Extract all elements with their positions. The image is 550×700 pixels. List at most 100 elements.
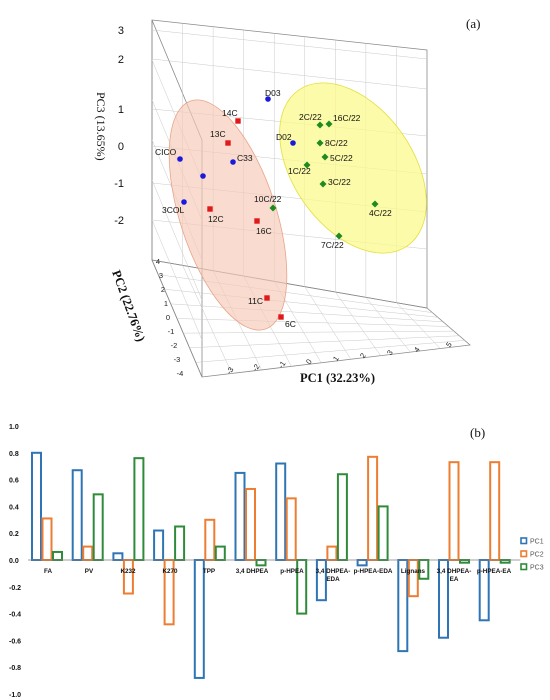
- point-label: 6C: [285, 319, 296, 329]
- bar: [448, 461, 460, 561]
- bar: [204, 518, 216, 561]
- point-label: 7C/22: [321, 240, 344, 250]
- bar: [133, 457, 145, 561]
- scatter-point: [278, 314, 284, 320]
- legend-swatch: [520, 537, 528, 545]
- gridline: [195, 340, 465, 363]
- x-axis-label: PC1 (32.23%): [300, 371, 375, 385]
- bar: [193, 559, 205, 679]
- scatter-point: [254, 218, 260, 224]
- y-tick-label: -1.0: [9, 692, 21, 699]
- bar: [336, 473, 348, 561]
- panel-tag-b: (b): [470, 425, 485, 440]
- y-axis-ticks: 4 3 2 1 0 -1 -2 -3 -4: [156, 257, 183, 378]
- y-tick: -4: [177, 369, 184, 378]
- ellipse-red-group: [168, 99, 288, 331]
- bar: [245, 487, 256, 562]
- y-tick: 4: [156, 257, 160, 266]
- point-label: D03: [265, 88, 281, 98]
- bar: [234, 471, 246, 561]
- category-label: 3,4 DHPEA: [236, 568, 269, 575]
- gridline: [151, 29, 428, 60]
- z-tick: -1: [114, 178, 124, 190]
- legend-swatch: [520, 550, 528, 558]
- point-label: 4C/22: [369, 208, 392, 218]
- category-label: K270: [162, 568, 178, 575]
- bar: [377, 505, 389, 561]
- category-label: p-HPEA: [280, 568, 304, 575]
- scatter-point: [265, 96, 271, 102]
- legend-swatch: [520, 563, 528, 571]
- loadings-bar-chart: (b) 1.0 0.8 0.6 0.4 0.2 0.0 -0.2 -0.4 -0.6 -0.8 -1…: [9, 424, 544, 699]
- scatter-point: [290, 140, 296, 146]
- scatter-point: [316, 121, 324, 129]
- scatter-point: [207, 206, 213, 212]
- bar: [285, 497, 297, 561]
- x-tick: 5: [444, 340, 454, 349]
- category-label: Lignans: [401, 568, 426, 575]
- category-label: 3,4 DHPEA-EA: [437, 568, 472, 583]
- scatter-point: [269, 204, 277, 212]
- gridline: [151, 179, 203, 301]
- y-axis-tick-labels: 1.0 0.8 0.6 0.4 0.2 0.0 -0.2 -0.4 -0.6 -0.8 -1.0: [9, 424, 21, 699]
- x-tick: 3: [385, 348, 395, 357]
- y-tick-label: 0.6: [9, 478, 19, 485]
- legend-label: PC2: [530, 552, 544, 559]
- point-label: 16C/22: [333, 113, 361, 123]
- scatter-point: [371, 200, 379, 208]
- y-tick: -3: [174, 355, 181, 364]
- point-label: 10C/22: [254, 194, 282, 204]
- gridline: [151, 58, 428, 90]
- point-label: 5C/22: [330, 153, 353, 163]
- bar: [52, 550, 63, 562]
- point-label: 1C/22: [288, 166, 311, 176]
- bar: [92, 493, 104, 561]
- point-label: 13C: [210, 129, 226, 139]
- category-labels: FA PV K232 K270 TPP 3,4 DHPEA p-HPEA 3,4 DHPEA-…: [44, 568, 512, 583]
- scatter-point: [335, 232, 343, 240]
- gridline: [183, 330, 454, 334]
- x-tick: 2: [358, 351, 368, 360]
- x-tick: 4: [412, 345, 422, 354]
- point-label: 16C: [256, 226, 272, 236]
- gridline: [170, 303, 444, 323]
- point-label: 3COL: [162, 205, 184, 215]
- point-label: 14C: [222, 108, 238, 118]
- point-label: CICO: [155, 147, 177, 157]
- y-tick: 2: [161, 285, 165, 294]
- scatter-point: [181, 199, 187, 205]
- y-tick-label: -0.8: [9, 665, 21, 672]
- point-label: 8C/22: [325, 138, 348, 148]
- y-tick-label: 0.2: [9, 531, 19, 538]
- panel-tag-a: (a): [466, 16, 480, 31]
- z-tick: 2: [118, 54, 124, 66]
- category-label: PV: [85, 568, 94, 575]
- gridline: [158, 274, 433, 313]
- y-tick: 3: [159, 271, 163, 280]
- point-label: D02: [276, 132, 292, 142]
- bar: [315, 559, 327, 602]
- bar: [174, 525, 186, 561]
- point-label: 11C: [248, 296, 263, 306]
- pca-3d-scatter-plot: 3 2 1 0 -1 -2 PC3 (13.65%) 4 3 2 1 0 -1 …: [94, 16, 480, 385]
- scatter-point: [264, 295, 270, 301]
- x-tick: 1: [331, 354, 341, 363]
- point-label: 2C/22: [299, 112, 322, 122]
- point-label: 3C/22: [328, 177, 351, 187]
- y-tick-label: 1.0: [9, 424, 19, 431]
- gridline: [151, 219, 203, 341]
- y-tick-label: 0.4: [9, 504, 19, 511]
- bar: [41, 517, 53, 562]
- scatter-point: [225, 140, 231, 146]
- bar: [71, 469, 83, 561]
- gridline: [176, 318, 449, 327]
- bar: [489, 461, 501, 561]
- bar: [31, 451, 42, 561]
- gridline: [189, 335, 460, 348]
- category-label: 3,4 DHPEA-EDA: [316, 568, 351, 583]
- z-tick: 1: [118, 104, 124, 116]
- scatter-point: [303, 161, 311, 169]
- bar: [367, 455, 379, 562]
- y-tick-label: 0.8: [9, 451, 19, 458]
- scatter-point: [200, 173, 206, 179]
